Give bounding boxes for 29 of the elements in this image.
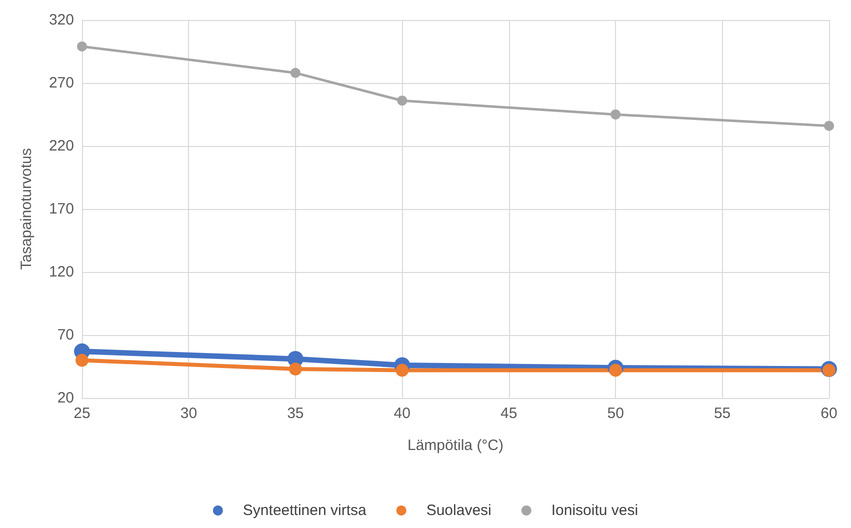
point — [396, 364, 409, 377]
point — [288, 362, 302, 376]
point — [76, 354, 88, 367]
x-axis-title: Lämpötila (°C) — [407, 437, 504, 454]
y-tick-label: 170 — [48, 200, 74, 218]
y-tick-label: 20 — [57, 390, 74, 406]
x-tick-label: 25 — [74, 405, 90, 422]
x-tick-label: 30 — [180, 405, 198, 422]
point — [397, 96, 408, 106]
x-tick-label: 55 — [714, 405, 731, 422]
y-tick-label: 320 — [48, 12, 74, 28]
y-tick-label: 220 — [48, 138, 74, 154]
legend-label: Synteettinen virtsa — [242, 502, 367, 519]
x-tick-label: 45 — [500, 405, 518, 422]
x-tick-label: 50 — [607, 405, 624, 422]
x-tick-label: 40 — [394, 405, 410, 422]
point — [824, 120, 834, 131]
point — [290, 68, 300, 78]
x-tick-label: 35 — [287, 405, 304, 422]
point — [77, 41, 87, 52]
y-tick-label: 120 — [48, 264, 74, 280]
y-tick-label: 270 — [48, 74, 74, 92]
legend-label: Suolavesi — [426, 502, 492, 519]
y-tick-label: 70 — [57, 326, 74, 344]
y-axis-title: Tasapainoturvotus — [18, 148, 35, 270]
point — [610, 110, 621, 120]
point — [609, 364, 622, 377]
x-tick-label: 60 — [820, 405, 838, 422]
legend-label: Ionisoitu vesi — [551, 502, 638, 519]
